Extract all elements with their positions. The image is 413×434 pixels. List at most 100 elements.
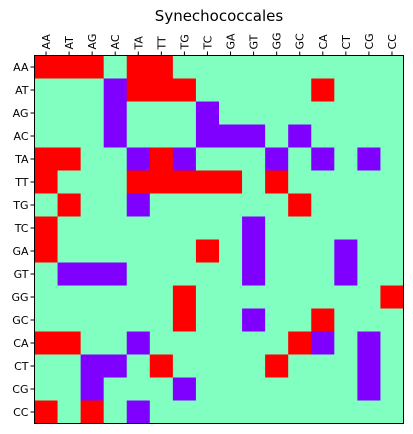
heatmap-cell-CA-TA [127,332,150,355]
heatmap-cell-CA-CT [334,332,357,355]
heatmap-cell-CC-AC [104,401,127,424]
heatmap-cell-TT-CT [334,171,357,194]
heatmap-cell-AG-TA [127,102,150,125]
heatmap-cell-AA-AG [81,56,104,79]
heatmap-cell-GA-GA [219,240,242,263]
heatmap-cell-TG-AC [104,194,127,217]
heatmap-cell-GG-CA [311,286,334,309]
heatmap-cell-CG-GG [265,378,288,401]
y-tick-label: CT [14,360,29,373]
heatmap-cell-CG-GT [242,378,265,401]
heatmap-cell-GC-AG [81,309,104,332]
heatmap-cell-TG-GG [265,194,288,217]
heatmap-cell-CG-TA [127,378,150,401]
heatmap-cell-TC-GC [288,217,311,240]
heatmap-cell-CG-GA [219,378,242,401]
heatmap-cell-AC-TC [196,125,219,148]
x-tick-label: GT [248,34,261,49]
heatmap-cell-GA-TG [173,240,196,263]
heatmap-cell-CG-AT [58,378,81,401]
y-tick-label: AC [13,130,28,143]
x-tick-label: GC [294,33,307,50]
heatmap-cell-TC-AG [81,217,104,240]
heatmap-cell-CG-CA [311,378,334,401]
heatmap-cell-CC-GT [242,401,265,424]
heatmap-cell-AC-GT [242,125,265,148]
x-tick-label: TA [132,36,145,51]
heatmap-cell-AA-CC [380,56,403,79]
heatmap-cell-GG-GA [219,286,242,309]
heatmap-cell-CC-CC [380,401,403,424]
heatmap-cell-TT-GT [242,171,265,194]
heatmap-cell-TA-GT [242,148,265,171]
heatmap-cell-TC-AA [35,217,58,240]
heatmap-cell-GA-AG [81,240,104,263]
heatmap-cell-GT-AT [58,263,81,286]
heatmap-cell-CT-CC [380,355,403,378]
y-tick-label: CA [13,337,29,350]
heatmap-cell-CG-TG [173,378,196,401]
heatmap-cell-GG-CC [380,286,403,309]
heatmap-cell-CT-CT [334,355,357,378]
heatmap-cell-AT-CG [357,79,380,102]
x-tick-label: CT [340,35,353,50]
heatmap-cell-GA-TA [127,240,150,263]
y-tick-label: GA [12,245,29,258]
heatmap-cell-GT-CG [357,263,380,286]
heatmap-cell-CA-GC [288,332,311,355]
x-tick-label: CG [363,33,376,49]
x-tick-label: CA [317,34,330,50]
heatmap-cell-AA-TG [173,56,196,79]
x-axis-ticks: AA AT AG AC TA TT TG TC GA GT GG GC CA CT CG CC [40,32,399,55]
heatmap-cell-GC-TA [127,309,150,332]
heatmap-cell-CC-CA [311,401,334,424]
heatmap-cell-CC-AT [58,401,81,424]
heatmap-cell-CT-GT [242,355,265,378]
heatmap-cell-GA-TC [196,240,219,263]
heatmap-cell-CT-AC [104,355,127,378]
x-tick-label: AG [86,34,99,50]
heatmap-cell-AC-GC [288,125,311,148]
heatmap-cell-GA-CG [357,240,380,263]
heatmap-cell-TG-GC [288,194,311,217]
heatmap-cell-TG-AA [35,194,58,217]
heatmap-cell-AC-GA [219,125,242,148]
heatmap-cell-TT-AC [104,171,127,194]
heatmap-cell-CA-CA [311,332,334,355]
heatmap-cell-AA-GC [288,56,311,79]
heatmap-cell-GA-CC [380,240,403,263]
heatmap-cell-CA-CG [357,332,380,355]
heatmap-cell-TG-TC [196,194,219,217]
heatmap-cell-CC-AA [35,401,58,424]
heatmap-cell-AT-AA [35,79,58,102]
heatmap-cell-TC-CC [380,217,403,240]
heatmap-cell-AT-AC [104,79,127,102]
heatmap-cell-GA-TT [150,240,173,263]
heatmap-cell-CG-TT [150,378,173,401]
heatmap-cell-TC-TC [196,217,219,240]
heatmap-cell-CA-TT [150,332,173,355]
heatmap-cell-AT-GG [265,79,288,102]
heatmap-cell-CA-TC [196,332,219,355]
x-tick-label: CC [386,34,399,50]
heatmap-cell-TA-GA [219,148,242,171]
heatmap-cells [35,56,404,424]
heatmap-cell-CC-TA [127,401,150,424]
heatmap-cell-GG-TA [127,286,150,309]
heatmap-cell-CT-TT [150,355,173,378]
heatmap-cell-AC-CG [357,125,380,148]
heatmap-cell-TG-AG [81,194,104,217]
heatmap-cell-CT-CA [311,355,334,378]
heatmap-cell-TG-GA [219,194,242,217]
heatmap-cell-GC-AT [58,309,81,332]
heatmap-cell-GT-TA [127,263,150,286]
x-tick-label: AA [40,34,53,50]
heatmap-cell-CA-CC [380,332,403,355]
heatmap-cell-AG-GC [288,102,311,125]
heatmap-cell-TA-CC [380,148,403,171]
heatmap-cell-AA-AC [104,56,127,79]
heatmap-cell-GC-CC [380,309,403,332]
heatmap-cell-AT-GA [219,79,242,102]
heatmap-cell-GC-CA [311,309,334,332]
heatmap-cell-TC-TA [127,217,150,240]
